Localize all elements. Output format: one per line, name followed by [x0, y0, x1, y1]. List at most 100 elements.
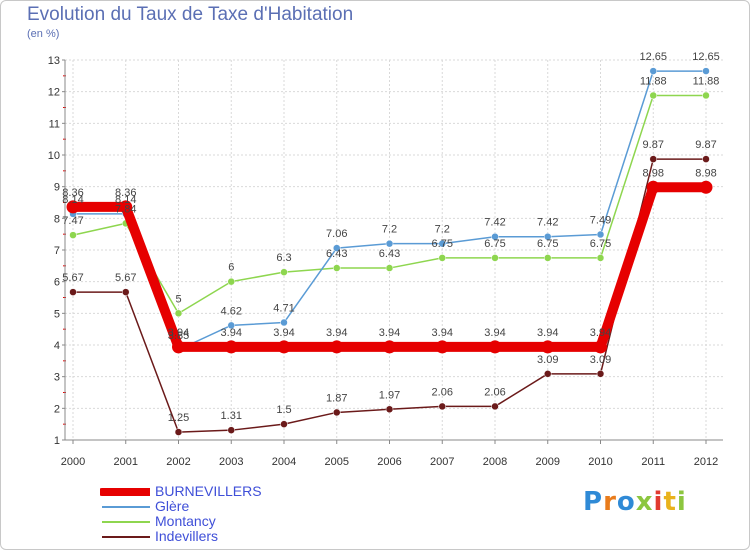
y-tick-label: 2 — [54, 403, 60, 415]
data-label: 1.97 — [379, 389, 400, 401]
data-label: 3.94 — [484, 327, 505, 339]
data-point — [541, 340, 555, 354]
legend-swatch-montancy — [102, 521, 150, 523]
data-point — [699, 180, 713, 194]
legend-swatch-indevillers — [102, 536, 150, 538]
data-point — [174, 309, 183, 318]
y-tick-label: 8 — [54, 213, 60, 225]
legend-label-indevillers: Indevillers — [155, 528, 219, 544]
data-label: 3.94 — [326, 327, 347, 339]
y-tick-label: 7 — [54, 245, 60, 257]
data-label: 8.98 — [695, 167, 716, 179]
data-label: 9.87 — [643, 139, 664, 151]
data-point — [488, 340, 502, 354]
data-label: 6 — [228, 262, 234, 274]
data-label: 8.14 — [62, 194, 83, 206]
data-label: 6.43 — [379, 248, 400, 260]
data-label: 6.75 — [432, 238, 453, 250]
logo-letter: i — [653, 487, 664, 517]
x-tick-label: 2007 — [430, 456, 454, 468]
data-point — [383, 340, 396, 354]
data-point — [702, 67, 710, 75]
data-point — [491, 402, 499, 411]
data-label: 6.3 — [276, 252, 291, 264]
data-point — [594, 340, 607, 354]
chart-subtitle: (en %) — [27, 28, 60, 40]
y-tick-label: 10 — [48, 150, 60, 162]
data-point — [438, 402, 446, 411]
data-label: 1.5 — [276, 404, 291, 416]
y-tick-label: 1 — [54, 435, 60, 447]
data-label: 2.06 — [432, 386, 453, 398]
data-label: 3.94 — [379, 327, 400, 339]
y-tick-label: 4 — [54, 340, 60, 352]
data-label: 7.2 — [435, 224, 450, 236]
data-point — [227, 426, 235, 434]
data-point — [596, 230, 605, 239]
data-point — [544, 254, 552, 262]
data-point — [330, 340, 344, 354]
y-tick-label: 9 — [54, 182, 60, 194]
data-label: 4.62 — [221, 305, 242, 317]
data-label: 5 — [175, 293, 181, 305]
data-label: 3.94 — [590, 327, 611, 339]
data-point — [646, 180, 660, 194]
x-tick-label: 2004 — [272, 456, 296, 468]
data-label: 8.98 — [643, 167, 664, 179]
data-label: 11.88 — [640, 75, 667, 87]
data-point — [280, 420, 288, 428]
data-label: 8.14 — [115, 194, 136, 206]
data-point — [596, 254, 605, 262]
data-label: 9.87 — [695, 139, 716, 151]
x-tick-label: 2012 — [694, 456, 718, 468]
x-tick-label: 2005 — [325, 456, 349, 468]
logo-letter: P — [583, 487, 604, 517]
x-tick-label: 2011 — [641, 456, 665, 468]
proxiti-logo: Proxiti — [583, 487, 687, 517]
data-label: 12.65 — [639, 51, 667, 63]
x-tick-label: 2008 — [483, 456, 507, 468]
y-tick-label: 3 — [54, 372, 60, 384]
y-tick-label: 6 — [54, 277, 60, 289]
data-label: 11.88 — [693, 75, 720, 87]
data-label: 3.85 — [168, 330, 189, 342]
x-tick-label: 2000 — [61, 456, 85, 468]
data-point — [649, 67, 657, 75]
data-label: 7.84 — [115, 203, 136, 215]
data-label: 3.09 — [537, 354, 558, 366]
x-tick-label: 2003 — [219, 456, 243, 468]
logo-letter: o — [616, 487, 636, 517]
data-label: 8.36 — [115, 187, 136, 199]
data-label: 6.75 — [590, 238, 611, 250]
x-tick-label: 2002 — [166, 456, 190, 468]
data-point — [280, 318, 288, 327]
data-point — [702, 155, 710, 163]
logo-letter: i — [676, 487, 687, 517]
x-tick-label: 2001 — [114, 456, 138, 468]
data-point — [69, 231, 77, 239]
data-point — [438, 239, 446, 248]
data-point — [119, 200, 133, 214]
legend-label-glere: Glère — [155, 498, 190, 514]
data-point — [438, 254, 446, 262]
data-point — [277, 340, 291, 354]
legend-label-burnevillers: BURNEVILLERS — [155, 483, 262, 499]
legend-label-montancy: Montancy — [155, 513, 216, 529]
data-label: 7.42 — [537, 217, 558, 229]
data-label: 7.49 — [590, 214, 611, 226]
data-label: 6.75 — [484, 238, 505, 250]
x-tick-label: 2006 — [377, 456, 401, 468]
logo-letter: x — [635, 487, 654, 517]
data-label: 1.25 — [168, 412, 189, 424]
data-label: 3.94 — [432, 327, 453, 339]
data-label: 3.94 — [221, 327, 242, 339]
data-label: 7.06 — [326, 228, 347, 240]
data-point — [596, 370, 605, 378]
y-tick-label: 12 — [48, 87, 60, 99]
data-point — [333, 408, 341, 417]
data-label: 7.42 — [484, 217, 505, 229]
data-point — [385, 405, 394, 414]
data-point — [435, 340, 449, 354]
data-point — [227, 277, 235, 286]
